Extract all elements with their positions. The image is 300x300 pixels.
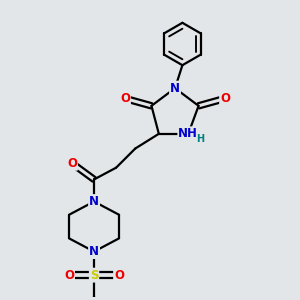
Text: NH: NH [178,127,198,140]
Text: N: N [170,82,180,95]
Text: N: N [89,245,99,258]
Text: O: O [120,92,130,105]
Text: O: O [67,157,77,170]
Text: O: O [114,268,124,282]
Text: O: O [220,92,230,105]
Text: O: O [64,268,74,282]
Text: N: N [89,195,99,208]
Text: S: S [90,268,98,282]
Text: H: H [196,134,205,144]
